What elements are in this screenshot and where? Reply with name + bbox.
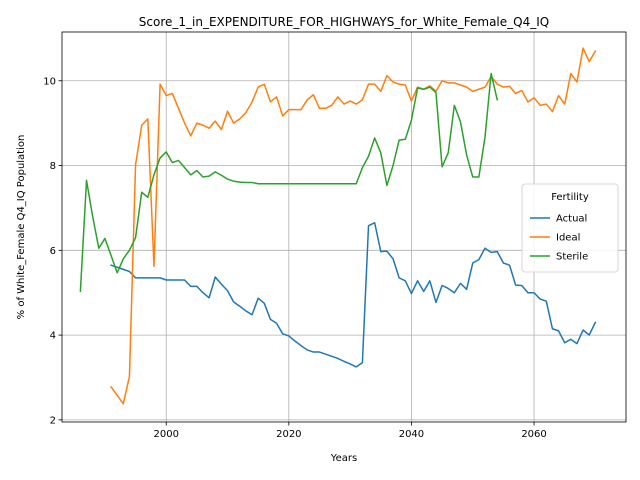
series-line-actual xyxy=(110,222,597,368)
series-line-sterile xyxy=(79,72,499,293)
axis-ticks: 2000 2020 2040 2060 2 4 6 8 10 xyxy=(43,76,547,440)
x-tick-label: 2020 xyxy=(276,429,301,440)
legend-box xyxy=(521,183,619,273)
legend: Fertility Actual Ideal Sterile xyxy=(521,183,619,273)
y-tick-label: 8 xyxy=(50,161,56,172)
y-tick-label: 10 xyxy=(43,76,56,87)
legend-label-sterile: Sterile xyxy=(556,252,588,263)
chart-title: Score_1_in_EXPENDITURE_FOR_HIGHWAYS_for_… xyxy=(139,15,549,29)
series-line-ideal xyxy=(110,47,597,405)
y-axis-label: % of White_Female Q4_IQ Population xyxy=(16,135,27,320)
plot-frame xyxy=(61,31,627,423)
y-tick-label: 6 xyxy=(50,246,56,257)
y-tick-label: 4 xyxy=(50,331,56,342)
x-tick-label: 2060 xyxy=(521,429,546,440)
series-lines xyxy=(79,47,597,405)
legend-title: Fertility xyxy=(551,192,589,203)
x-axis-label: Years xyxy=(330,453,357,464)
y-tick-label: 2 xyxy=(50,415,56,426)
legend-label-actual: Actual xyxy=(556,214,587,225)
x-tick-label: 2000 xyxy=(153,429,178,440)
x-tick-label: 2040 xyxy=(399,429,424,440)
legend-items: Actual Ideal Sterile xyxy=(530,214,588,263)
legend-label-ideal: Ideal xyxy=(556,233,580,244)
